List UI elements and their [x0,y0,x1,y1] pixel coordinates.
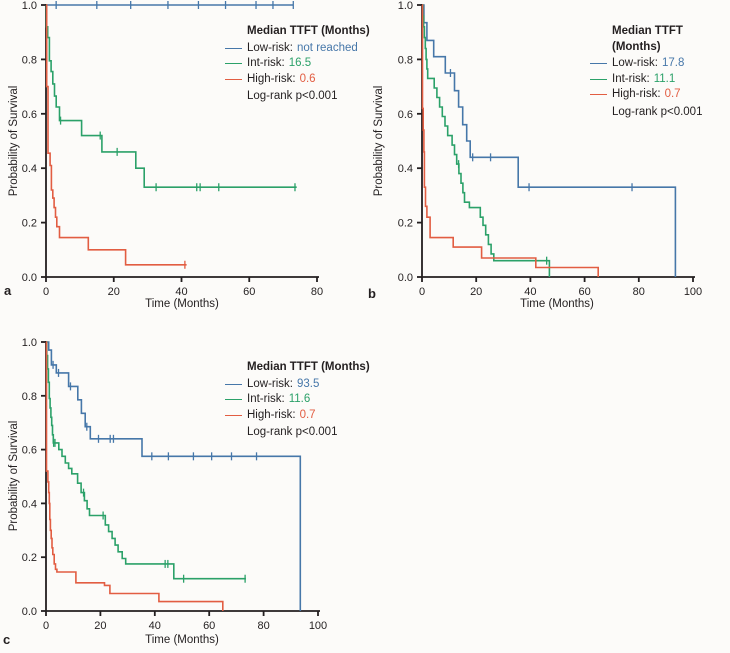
x-axis-title-b: Time (Months) [520,298,594,310]
legend-entry-int-risk: Int-risk: 11.1 [590,72,730,88]
legend-entry-value: not reached [297,41,358,54]
legend-entry-label: Low-risk: [247,377,294,390]
legend-entry-value: 17.8 [662,57,685,69]
svg-text:80: 80 [633,286,645,298]
svg-text:0.6: 0.6 [22,109,37,121]
legend-c: Median TTFT (Months) Low-risk: 93.5 Int-… [225,360,370,441]
legend-entry-label: Int-risk: [247,57,285,69]
panel-label-c: c [3,632,11,647]
low-risk-line-swatch [225,47,242,49]
legend-entry-label: Int-risk: [612,72,650,85]
legend-title: Median TTFT (Months) [247,361,370,373]
svg-text:20: 20 [94,620,106,632]
svg-text:100: 100 [684,286,702,298]
legend-b: Median TTFT (Months) Low-risk: 17.8 Int-… [590,24,730,120]
legend-entry-int-risk: Int-risk: 11.6 [225,392,370,408]
legend-entry-low-risk: Low-risk: not reached [225,41,370,57]
svg-text:0.0: 0.0 [398,272,413,284]
svg-text:0.4: 0.4 [398,163,413,175]
legend-entry-label: High-risk: [247,408,296,421]
svg-text:0.2: 0.2 [22,218,37,230]
km-plot-b: 0.0 0.2 0.4 0.6 0.8 1.0 0 20 40 60 80 100 [398,0,702,298]
svg-text:0.2: 0.2 [398,218,413,230]
svg-text:80: 80 [311,286,323,298]
km-plot-a: 0.0 0.2 0.4 0.6 0.8 1.0 0 20 40 60 80 [22,0,323,298]
high-risk-line-swatch [225,414,242,416]
svg-text:0.8: 0.8 [22,391,37,403]
legend-entry-int-risk: Int-risk: 16.5 [225,56,370,72]
svg-text:0.4: 0.4 [22,498,37,510]
svg-text:1.0: 1.0 [22,0,37,12]
legend-entry-value: 0.6 [299,72,316,85]
logrank-note: Log-rank p<0.001 [247,90,338,102]
svg-text:60: 60 [203,620,215,632]
int-risk-line-swatch [225,63,242,65]
svg-text:20: 20 [108,286,120,298]
high-risk-line-swatch [590,94,607,96]
legend-entry-high-risk: High-risk: 0.7 [590,87,730,103]
low-risk-line-swatch [590,63,607,65]
svg-text:60: 60 [578,286,590,298]
svg-text:0.0: 0.0 [22,272,37,284]
panel-label-a: a [4,283,12,298]
legend-entry-value: 16.5 [288,57,312,69]
svg-text:0.8: 0.8 [22,54,37,66]
svg-text:0.0: 0.0 [22,606,37,618]
legend-entry-value: 0.7 [299,408,316,421]
legend-entry-label: Low-risk: [612,57,659,69]
svg-text:40: 40 [175,286,187,298]
svg-text:60: 60 [243,286,255,298]
high-risk-line-swatch [225,78,242,80]
legend-entry-value: 0.7 [664,88,681,100]
legend-entry-value: 93.5 [297,377,320,390]
legend-title: Median TTFT (Months) [612,25,683,53]
logrank-note: Log-rank p<0.001 [612,105,703,118]
svg-text:1.0: 1.0 [398,0,413,12]
legend-title: Median TTFT (Months) [247,25,370,37]
svg-text:100: 100 [309,620,327,632]
x-axis-title-a: Time (Months) [145,298,219,310]
svg-text:0: 0 [43,286,49,298]
svg-text:0: 0 [419,286,425,298]
svg-text:80: 80 [257,620,269,632]
x-axis-title-c: Time (Months) [145,634,219,646]
svg-text:20: 20 [470,286,482,298]
svg-text:40: 40 [149,620,161,632]
low-risk-line-swatch [225,383,242,385]
legend-entry-high-risk: High-risk: 0.7 [225,408,370,424]
int-risk-line-swatch [225,399,242,401]
svg-text:0.6: 0.6 [22,445,37,457]
legend-entry-label: High-risk: [612,88,661,100]
legend-entry-label: Int-risk: [247,393,285,405]
legend-a: Median TTFT (Months) Low-risk: not reach… [225,24,370,105]
legend-entry-label: High-risk: [247,72,296,85]
legend-entry-label: Low-risk: [247,41,294,54]
panel-label-b: b [368,286,376,301]
svg-text:0.6: 0.6 [398,109,413,121]
legend-entry-value: 11.1 [653,72,676,85]
y-axis-title-c: Probability of Survival [8,420,20,532]
legend-entry-low-risk: Low-risk: 93.5 [225,377,370,393]
km-plot-c: 0.0 0.2 0.4 0.6 0.8 1.0 0 20 40 60 80 100 [22,337,327,632]
int-risk-line-swatch [590,78,607,80]
svg-text:40: 40 [524,286,536,298]
svg-text:0.4: 0.4 [22,163,37,175]
svg-text:1.0: 1.0 [22,337,37,349]
legend-entry-high-risk: High-risk: 0.6 [225,72,370,88]
y-axis-title-a: Probability of Survival [8,85,20,197]
y-axis-title-b: Probability of Survival [373,85,385,197]
legend-entry-low-risk: Low-risk: 17.8 [590,56,730,72]
svg-text:0.2: 0.2 [22,552,37,564]
logrank-note: Log-rank p<0.001 [247,426,338,438]
svg-text:0.8: 0.8 [398,54,413,66]
legend-entry-value: 11.6 [288,393,311,405]
svg-text:0: 0 [43,620,49,632]
